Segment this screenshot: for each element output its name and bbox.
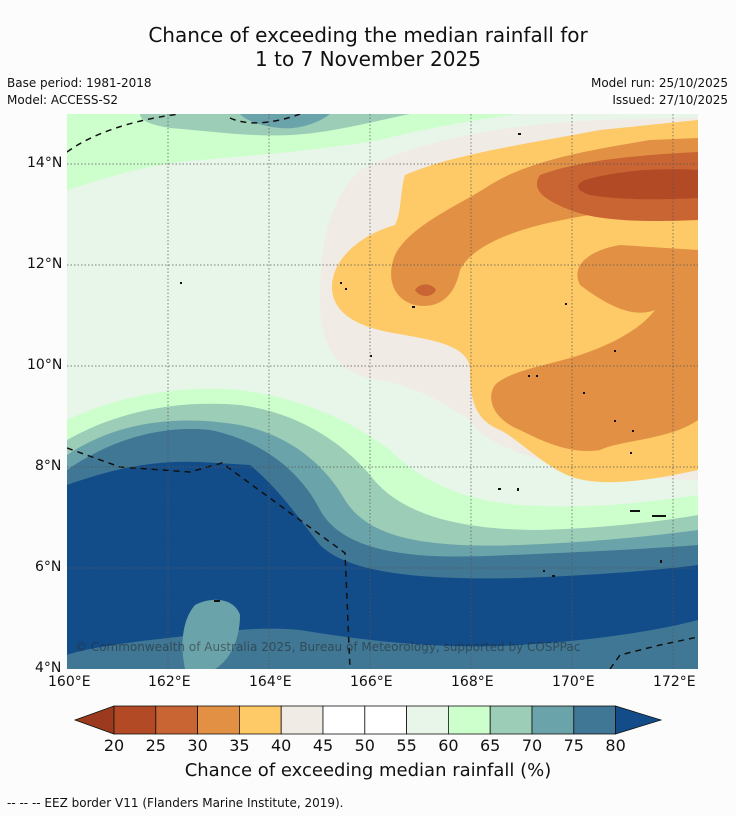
colorbar-swatch — [573, 705, 616, 735]
colorbar-swatch — [447, 705, 491, 735]
colorbar-tick-label: 70 — [521, 736, 543, 755]
colorbar-tick-label: 50 — [354, 736, 375, 755]
chart-title-line1: Chance of exceeding the median rainfall … — [148, 23, 588, 47]
field-30-35 — [391, 138, 698, 451]
lat-tick: 12°N — [27, 256, 63, 272]
colorbar-swatch — [238, 705, 282, 735]
colorbar-swatch — [364, 705, 407, 735]
colorbar-tick-label: 20 — [103, 736, 125, 755]
colorbar-swatch — [322, 705, 366, 735]
lon-tick: 168°E — [451, 674, 494, 690]
copyright-notice: © Commonwealth of Australia 2025, Bureau… — [75, 640, 581, 654]
lon-tick: 172°E — [653, 674, 696, 690]
gridlines — [67, 114, 698, 669]
colorbar-swatch — [489, 705, 533, 735]
lon-tick: 170°E — [552, 674, 595, 690]
colorbar-tick-label: 45 — [312, 736, 334, 755]
lat-tick: 6°N — [35, 559, 62, 575]
colorbar-arrow-low — [73, 705, 115, 735]
lat-tick: 8°N — [35, 458, 62, 474]
colorbar-tick-label: 30 — [187, 736, 208, 755]
colorbar-label: Chance of exceeding median rainfall (%) — [184, 760, 552, 781]
colorbar-tick-label: 80 — [605, 736, 626, 755]
colorbar — [73, 705, 663, 735]
islands — [180, 133, 666, 602]
lat-tick: 4°N — [35, 660, 62, 676]
lon-tick: 164°E — [249, 674, 292, 690]
issued-date: Issued: 27/10/2025 — [612, 93, 728, 107]
colorbar-tick-label: 65 — [480, 736, 501, 755]
lon-tick: 162°E — [148, 674, 191, 690]
colorbar-swatch — [531, 705, 575, 735]
model-name: Model: ACCESS-S2 — [7, 93, 119, 107]
field-70-75-low — [182, 599, 240, 669]
lat-tick: 10°N — [27, 357, 63, 373]
colorbar-swatch — [113, 705, 157, 735]
base-period: Base period: 1981-2018 — [7, 76, 152, 90]
lon-tick: 166°E — [350, 674, 393, 690]
colorbar-swatch — [406, 705, 449, 735]
colorbar-tick-label: 40 — [271, 736, 292, 755]
colorbar-swatch — [197, 705, 240, 735]
lat-tick: 14°N — [27, 155, 63, 171]
colorbar-tick-label: 75 — [563, 736, 584, 755]
colorbar-tick-label: 55 — [396, 736, 417, 755]
eez-border — [67, 114, 698, 669]
colorbar-tick-label: 25 — [145, 736, 166, 755]
field-70-75-top — [240, 114, 330, 129]
colorbar-swatch — [155, 705, 199, 735]
colorbar-tick-label: 60 — [438, 736, 459, 755]
map-field — [67, 114, 698, 669]
colorbar-tick-label: 35 — [229, 736, 250, 755]
colorbar-arrow-high — [615, 705, 663, 735]
model-run: Model run: 25/10/2025 — [590, 76, 728, 90]
chart-title-line2: 1 to 7 November 2025 — [255, 47, 481, 71]
lon-tick: 160°E — [48, 674, 91, 690]
colorbar-swatch — [280, 705, 324, 735]
eez-footnote: -- -- -- EEZ border V11 (Flanders Marine… — [7, 796, 344, 810]
field-60-65-top — [67, 114, 520, 190]
field-20-25 — [578, 169, 698, 200]
